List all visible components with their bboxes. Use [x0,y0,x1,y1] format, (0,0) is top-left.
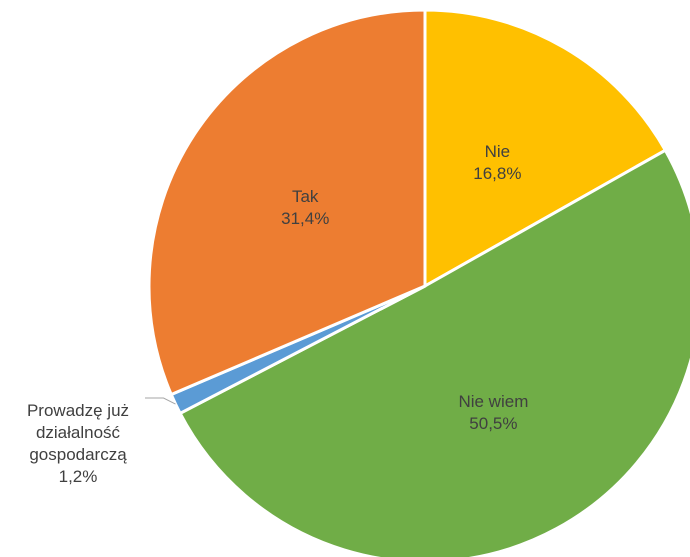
leader-line-prowadze-juz-dzia-alnosc-gospodarcza [145,397,176,405]
slice-tak [147,8,427,397]
slice-nie-wiem [178,148,690,557]
slice-nie [423,8,668,289]
data-label-tak: Tak 31,4% [281,187,329,228]
data-label-value: 16,8% [473,164,521,183]
data-label-value: 31,4% [281,209,329,228]
data-label-category: gospodarczą [29,445,127,464]
data-label-value: 1,2% [59,467,98,486]
data-label-category: Tak [292,187,319,206]
data-label-category: Nie wiem [458,392,528,411]
data-label-category: działalność [36,423,121,442]
data-label-category: Prowadzę już [27,401,129,420]
data-label-category: Nie [485,142,511,161]
pie-slices [147,8,690,557]
data-label-nie-wiem: Nie wiem 50,5% [458,392,528,433]
data-label-nie: Nie 16,8% [473,142,521,183]
data-label-prowadze-juz-dzia-alnosc-gospodarcza: Prowadzę już działalność gospodarczą 1,2% [27,401,129,486]
pie-labels: Nie 16,8% Nie wiem 50,5% Prowadzę już działal… [27,142,528,486]
data-label-value: 50,5% [469,414,517,433]
